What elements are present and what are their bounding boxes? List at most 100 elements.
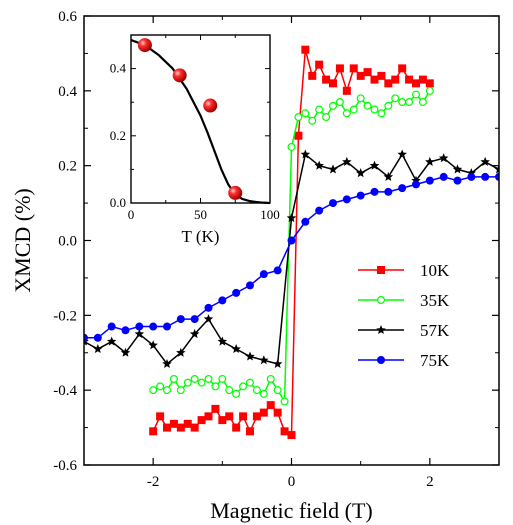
data-point-75K <box>370 187 379 196</box>
data-point-75K <box>439 172 448 181</box>
data-point-35K <box>391 94 400 103</box>
data-point-75K <box>329 199 337 208</box>
data-point-10K <box>197 416 206 425</box>
data-point-10K <box>163 423 171 432</box>
legend-marker-10K <box>377 266 385 274</box>
data-point-75K <box>232 288 241 297</box>
data-point-57K <box>438 153 449 163</box>
y-tick-label: 0.4 <box>58 84 77 100</box>
series-35K <box>149 86 434 406</box>
data-point-35K <box>405 98 414 107</box>
data-point-75K <box>495 172 499 181</box>
data-point-57K <box>355 168 366 178</box>
data-point-35K <box>197 378 206 387</box>
y-tick-label: -0.2 <box>53 308 77 324</box>
legend-label-57K: 57K <box>420 321 450 340</box>
data-point-75K <box>204 303 213 312</box>
y-tick-label: 0.6 <box>58 9 77 25</box>
x-axis-title: Magnetic field (T) <box>210 498 373 523</box>
data-point-35K <box>252 386 261 395</box>
data-point-75K <box>107 322 116 331</box>
data-point-10K <box>315 60 324 69</box>
data-point-75K <box>273 266 282 275</box>
data-point-57K <box>272 358 283 369</box>
data-point-10K <box>412 79 420 88</box>
data-point-57K <box>189 329 200 339</box>
data-point-57K <box>106 336 117 346</box>
data-point-10K <box>232 423 241 432</box>
data-point-10K <box>363 68 372 77</box>
data-point-35K <box>225 386 234 395</box>
data-point-10K <box>384 79 393 88</box>
data-point-35K <box>232 389 241 398</box>
legend-label-10K: 10K <box>420 261 450 280</box>
inset-x-tick-label: 0 <box>128 207 135 222</box>
data-point-57K <box>342 156 352 166</box>
data-point-35K <box>246 378 255 387</box>
data-point-57K <box>286 213 297 223</box>
data-point-35K <box>425 86 434 95</box>
data-point-35K <box>211 382 220 391</box>
inset-y-tick-label: 0.0 <box>110 195 126 210</box>
data-point-35K <box>273 386 282 395</box>
data-point-57K <box>383 171 394 181</box>
data-point-75K <box>287 236 296 245</box>
data-point-10K <box>190 423 199 432</box>
data-point-35K <box>329 101 338 110</box>
data-point-10K <box>252 412 261 421</box>
data-point-75K <box>315 206 324 215</box>
data-point-35K <box>335 98 344 107</box>
legend-marker-35K <box>377 296 386 305</box>
data-point-75K <box>135 322 144 331</box>
data-point-57K <box>84 336 89 346</box>
data-point-75K <box>384 187 393 196</box>
data-point-75K <box>246 281 254 290</box>
data-point-35K <box>156 382 165 391</box>
data-point-35K <box>259 389 268 398</box>
data-point-10K <box>169 419 178 428</box>
data-point-10K <box>370 75 379 84</box>
data-point-10K <box>391 75 400 84</box>
inset-fit-curve <box>130 39 271 205</box>
data-point-35K <box>287 142 296 151</box>
inset-plot: 0 50 100 0.0 0.2 0.4 T (K) <box>110 34 280 246</box>
legend-marker-75K <box>377 356 385 364</box>
x-tick-label: 0 <box>288 474 296 490</box>
data-point-35K <box>218 374 227 383</box>
data-point-10K <box>322 75 331 84</box>
x-tick-label: -2 <box>147 474 160 490</box>
data-point-10K <box>225 412 234 421</box>
y-tick-label: -0.4 <box>53 383 77 399</box>
data-point-10K <box>356 71 365 80</box>
x-tick-label: 2 <box>426 474 434 490</box>
data-point-57K <box>217 336 228 346</box>
data-point-75K <box>425 176 434 185</box>
data-point-57K <box>176 347 186 357</box>
data-point-10K <box>246 427 254 436</box>
data-point-75K <box>93 333 102 342</box>
data-point-75K <box>412 180 420 189</box>
data-point-35K <box>384 101 393 110</box>
inset-data-point <box>203 98 218 113</box>
data-point-35K <box>280 397 289 406</box>
data-point-35K <box>169 374 178 383</box>
data-point-10K <box>301 45 310 54</box>
data-point-75K <box>398 184 407 193</box>
data-point-10K <box>204 412 213 421</box>
data-point-10K <box>176 423 185 432</box>
data-point-10K <box>329 79 337 88</box>
data-point-57K <box>466 168 477 178</box>
data-point-35K <box>363 101 372 110</box>
data-point-10K <box>273 408 282 417</box>
data-point-35K <box>377 109 386 118</box>
series-57K <box>84 149 499 369</box>
data-point-35K <box>190 374 199 383</box>
data-point-10K <box>349 64 358 73</box>
data-point-75K <box>481 172 490 181</box>
data-point-10K <box>377 71 386 80</box>
data-point-10K <box>287 431 296 440</box>
data-point-57K <box>148 340 158 350</box>
data-point-75K <box>342 195 351 204</box>
data-point-35K <box>301 109 310 118</box>
